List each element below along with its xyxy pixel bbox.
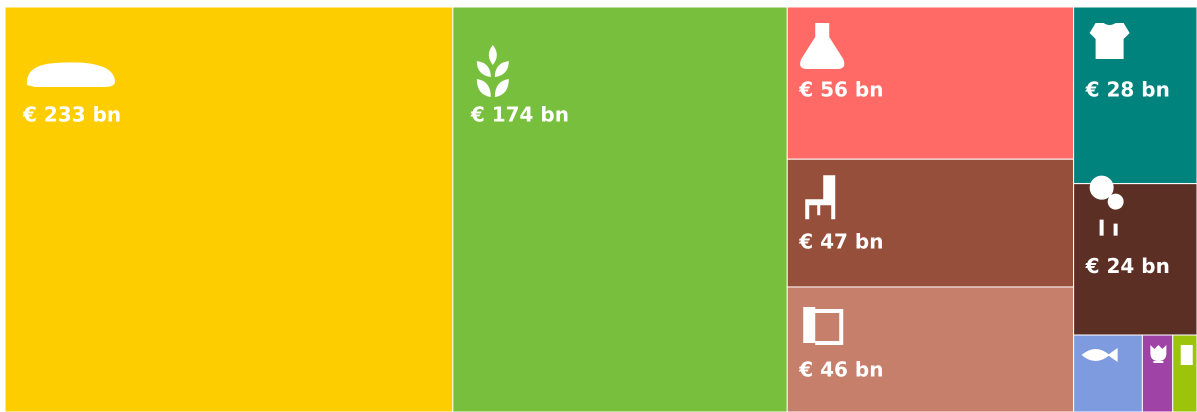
- value-label: € 24 bn: [1085, 254, 1170, 278]
- icon: [805, 175, 836, 220]
- icon: [1180, 345, 1193, 366]
- icon: [476, 45, 509, 97]
- value-label: € 46 bn: [798, 357, 883, 381]
- tile: [786, 286, 1075, 412]
- value-label: € 56 bn: [798, 78, 883, 102]
- value-label: € 47 bn: [798, 230, 883, 254]
- tile: [1073, 334, 1143, 412]
- icon: [1150, 345, 1167, 364]
- icon: [800, 23, 845, 69]
- tile: [452, 6, 788, 412]
- icon: [803, 306, 844, 345]
- icon: [26, 62, 115, 87]
- value-label: € 28 bn: [1085, 78, 1170, 102]
- icon: [1081, 348, 1118, 363]
- value-label: € 233 bn: [22, 103, 121, 127]
- icon: [1089, 175, 1124, 236]
- icon: [1089, 23, 1130, 59]
- value-label: € 174 bn: [470, 103, 569, 127]
